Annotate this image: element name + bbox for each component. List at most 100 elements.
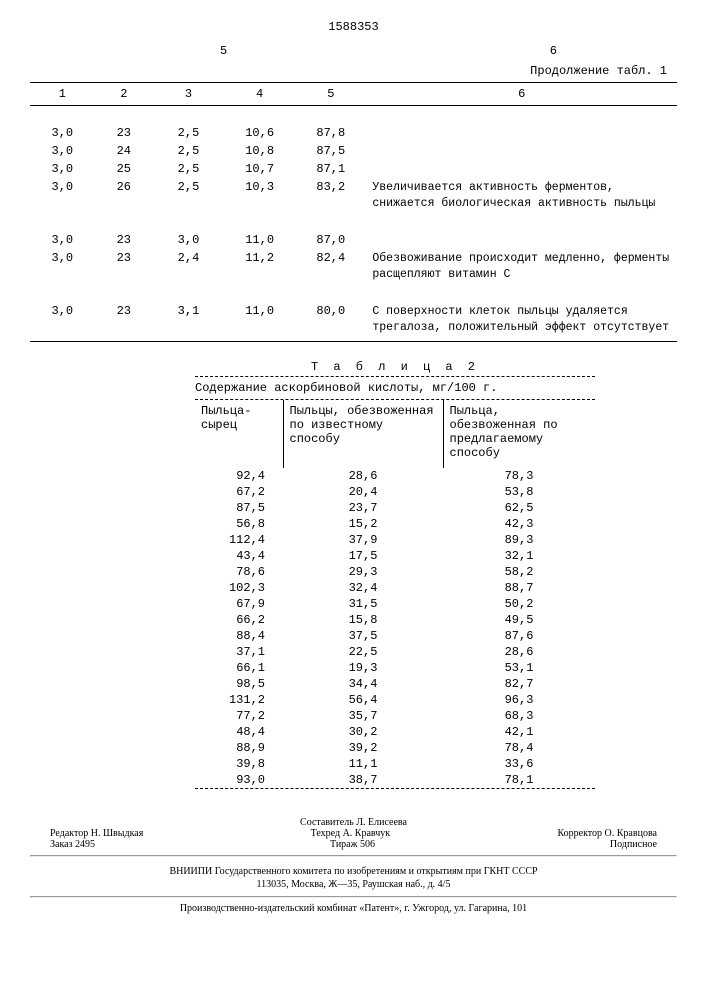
table-cell: 102,3	[195, 580, 283, 596]
table-cell: 88,4	[195, 628, 283, 644]
table-cell: 62,5	[443, 500, 595, 516]
table-row: 3,0252,510,787,1	[30, 160, 677, 178]
table-cell: 3,0	[30, 178, 95, 213]
t1-h6: 6	[366, 83, 677, 106]
table-cell: 2,4	[153, 249, 224, 284]
table-row: 98,534,482,7	[195, 676, 595, 692]
table-row: 131,256,496,3	[195, 692, 595, 708]
table-cell: 2,5	[153, 124, 224, 142]
table-cell: 83,2	[295, 178, 366, 213]
table-cell-note: Увеличивается активность ферментов, сниж…	[366, 178, 677, 213]
table-cell: 24	[95, 142, 153, 160]
t1-h5: 5	[295, 83, 366, 106]
table-row: 88,437,587,6	[195, 628, 595, 644]
table-row: 37,122,528,6	[195, 644, 595, 660]
table-cell: 39,8	[195, 756, 283, 772]
table-row: 66,119,353,1	[195, 660, 595, 676]
table-row: 77,235,768,3	[195, 708, 595, 724]
table-cell: 87,8	[295, 124, 366, 142]
table-cell: 32,1	[443, 548, 595, 564]
table-2-caption: Содержание аскорбиновой кислоты, мг/100 …	[195, 377, 595, 399]
footer-corrector: Корректор О. Кравцова	[557, 828, 657, 839]
table-cell: 66,1	[195, 660, 283, 676]
table-cell: 58,2	[443, 564, 595, 580]
table-cell: 42,3	[443, 516, 595, 532]
table-cell: 88,7	[443, 580, 595, 596]
table-cell: 29,3	[283, 564, 443, 580]
table-row: 39,811,133,6	[195, 756, 595, 772]
table-1: 1 2 3 4 5 6 3,0232,510,687,83,0242,510,8…	[30, 82, 677, 342]
table-cell: 10,8	[224, 142, 295, 160]
table-row: 3,0233,011,087,0	[30, 231, 677, 249]
continuation-label: Продолжение табл. 1	[30, 64, 677, 78]
table-cell: 88,9	[195, 740, 283, 756]
table-cell: 56,8	[195, 516, 283, 532]
dash-rule	[195, 788, 595, 789]
table-cell: 2,5	[153, 178, 224, 213]
table-cell: 87,1	[295, 160, 366, 178]
table-cell: 112,4	[195, 532, 283, 548]
table-cell: 33,6	[443, 756, 595, 772]
table-2-header-row: Пыльца-сырец Пыльцы, обезвоженная по изв…	[195, 400, 595, 468]
table-cell: 3,0	[30, 142, 95, 160]
table-row: 66,215,849,5	[195, 612, 595, 628]
table-cell: 38,7	[283, 772, 443, 788]
table-cell-note	[366, 231, 677, 249]
table-cell: 77,2	[195, 708, 283, 724]
table-row: 3,0262,510,383,2Увеличивается активность…	[30, 178, 677, 213]
table-cell: 98,5	[195, 676, 283, 692]
table-cell: 11,0	[224, 231, 295, 249]
table-cell: 82,7	[443, 676, 595, 692]
table-cell: 2,5	[153, 142, 224, 160]
table-cell: 11,0	[224, 302, 295, 342]
table-cell: 15,2	[283, 516, 443, 532]
table-cell: 53,8	[443, 484, 595, 500]
table-cell: 28,6	[283, 468, 443, 484]
footer-tirage: Тираж 506	[330, 839, 375, 850]
table-row: 67,931,550,2	[195, 596, 595, 612]
table-row: 78,629,358,2	[195, 564, 595, 580]
table-cell: 49,5	[443, 612, 595, 628]
table-row: 67,220,453,8	[195, 484, 595, 500]
table-cell: 87,5	[295, 142, 366, 160]
footer-techred: Техред А. Кравчук	[311, 828, 391, 839]
table-cell: 30,2	[283, 724, 443, 740]
table-cell: 25	[95, 160, 153, 178]
table-cell: 67,9	[195, 596, 283, 612]
table-cell: 66,2	[195, 612, 283, 628]
footer-compiler: Составитель Л. Елисеева	[30, 817, 677, 828]
table-cell: 37,9	[283, 532, 443, 548]
table-row: 3,0232,411,282,4Обезвоживание происходит…	[30, 249, 677, 284]
table-cell: 23	[95, 302, 153, 342]
table-cell: 92,4	[195, 468, 283, 484]
footer-sign: Подписное	[610, 839, 657, 850]
table-cell: 80,0	[295, 302, 366, 342]
table-cell: 10,7	[224, 160, 295, 178]
table-cell: 11,1	[283, 756, 443, 772]
table-cell: 78,4	[443, 740, 595, 756]
table-1-header-row: 1 2 3 4 5 6	[30, 83, 677, 106]
table-cell: 89,3	[443, 532, 595, 548]
table-cell: 2,5	[153, 160, 224, 178]
table-cell: 42,1	[443, 724, 595, 740]
t2-h3: Пыльца, обезвоженная по предлагаемому сп…	[443, 400, 595, 468]
col-num-right: 6	[550, 44, 557, 58]
table-cell-note: Обезвоживание происходит медленно, ферме…	[366, 249, 677, 284]
table-row: 3,0233,111,080,0С поверхности клеток пыл…	[30, 302, 677, 342]
t2-h1: Пыльца-сырец	[195, 400, 283, 468]
table-row: 87,523,762,5	[195, 500, 595, 516]
table-cell: 31,5	[283, 596, 443, 612]
table-cell: 28,6	[443, 644, 595, 660]
table-cell: 23	[95, 124, 153, 142]
table-row: 3,0242,510,887,5	[30, 142, 677, 160]
table-row: 56,815,242,3	[195, 516, 595, 532]
t1-h2: 2	[95, 83, 153, 106]
table-cell: 87,6	[443, 628, 595, 644]
footer: Составитель Л. Елисеева Редактор Н. Швыд…	[30, 817, 677, 914]
table-cell: 3,0	[30, 231, 95, 249]
table-cell-note	[366, 160, 677, 178]
table-2-title: Т а б л и ц а 2	[195, 360, 595, 374]
table-cell: 22,5	[283, 644, 443, 660]
footer-line1: ВНИИПИ Государственного комитета по изоб…	[30, 865, 677, 878]
table-cell: 82,4	[295, 249, 366, 284]
